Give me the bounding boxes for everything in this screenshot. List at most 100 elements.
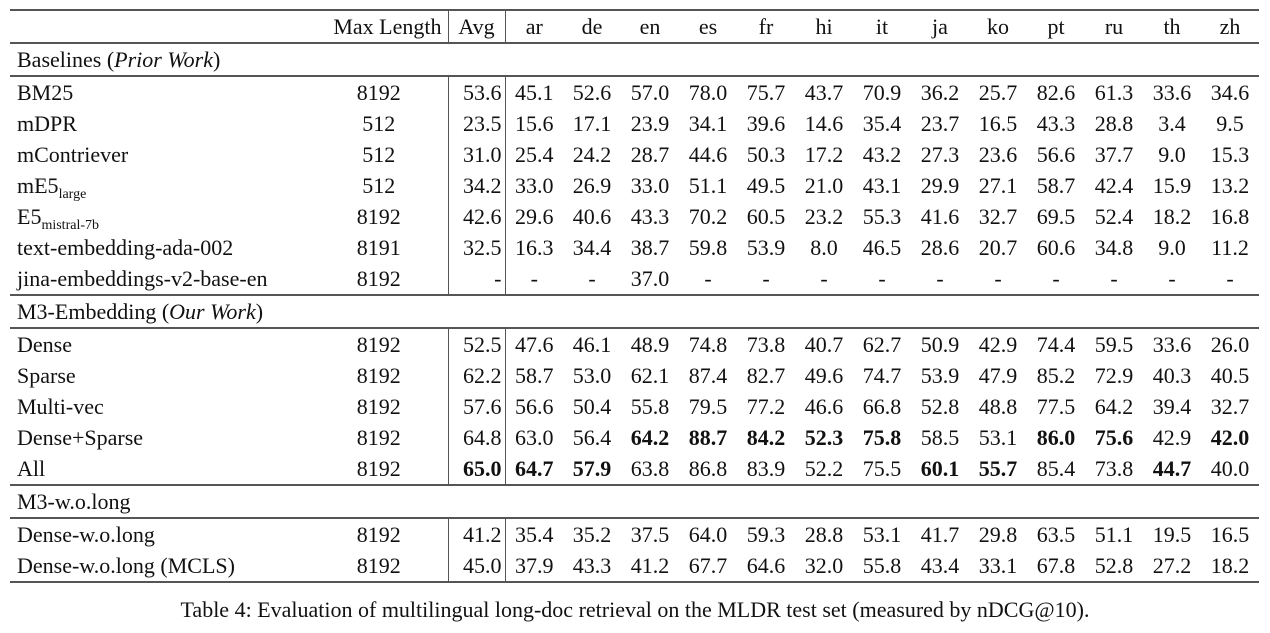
- score-cell-it: 43.1: [853, 170, 911, 201]
- score-value: 23.9: [630, 111, 670, 136]
- score-cell-ru: 42.4: [1085, 170, 1143, 201]
- score-value: 52.6: [572, 80, 612, 105]
- score-value: 26.0: [1210, 332, 1250, 357]
- model-name: All: [10, 453, 310, 485]
- section-title: M3-Embedding (Our Work): [10, 295, 1259, 329]
- score-cell-ar: 56.6: [504, 391, 563, 422]
- score-cell-fr: 84.2: [737, 422, 795, 453]
- score-cell-fr: 53.9: [737, 232, 795, 263]
- score-cell-ko: 32.7: [969, 201, 1027, 232]
- score-cell-it: 55.3: [853, 201, 911, 232]
- score-value: -: [704, 266, 712, 291]
- avg-cell: 32.5: [447, 232, 505, 263]
- score-value: 44.6: [688, 142, 728, 167]
- score-value: 64.2: [1094, 394, 1134, 419]
- table-row: mDPR 512 23.5 15.6 17.1 23.9 34.1 39.6 14.6 35.4 2…: [10, 108, 1259, 139]
- score-value: 63.8: [630, 456, 670, 481]
- score-value: 64.0: [688, 522, 728, 547]
- score-cell-fr: 60.5: [737, 201, 795, 232]
- score-value: 50.9: [920, 332, 960, 357]
- score-value: -: [820, 266, 828, 291]
- score-cell-ko: 48.8: [969, 391, 1027, 422]
- score-value: 59.3: [746, 522, 786, 547]
- score-value: 60.6: [1036, 235, 1076, 260]
- score-value: 16.3: [515, 235, 554, 260]
- score-cell-ar: 15.6: [504, 108, 563, 139]
- max-length-cell: 8192: [356, 394, 401, 419]
- score-cell-zh: 18.2: [1201, 550, 1259, 582]
- score-cell-pt: 56.6: [1027, 139, 1085, 170]
- score-value: 9.0: [1158, 235, 1186, 260]
- score-cell-ko: 55.7: [969, 453, 1027, 485]
- score-cell-it: -: [853, 263, 911, 295]
- model-name: BM25: [10, 76, 310, 108]
- score-cell-de: 34.4: [563, 232, 621, 263]
- header-lang-ja: ja: [932, 14, 948, 39]
- score-value: 55.8: [630, 394, 670, 419]
- score-cell-hi: 49.6: [795, 360, 853, 391]
- score-cell-zh: 9.5: [1201, 108, 1259, 139]
- score-value: 25.4: [515, 142, 554, 167]
- score-value: 86.8: [688, 456, 728, 481]
- score-value: 64.6: [746, 553, 786, 578]
- score-cell-en: 64.2: [621, 422, 679, 453]
- score-cell-en: 38.7: [621, 232, 679, 263]
- section-title-text: Baselines: [17, 47, 102, 72]
- score-value: 32.7: [1210, 394, 1250, 419]
- section-title-italic: Prior Work: [114, 47, 213, 72]
- model-name-text: All: [17, 456, 46, 481]
- score-value: 35.2: [572, 522, 612, 547]
- score-cell-ar: 29.6: [504, 201, 563, 232]
- model-name: mContriever: [10, 139, 310, 170]
- score-cell-es: 59.8: [679, 232, 737, 263]
- score-cell-zh: 34.6: [1201, 76, 1259, 108]
- header-lang-de: de: [581, 14, 603, 39]
- header-lang-ru: ru: [1104, 14, 1124, 39]
- score-value: 67.7: [688, 553, 728, 578]
- score-value: 34.8: [1094, 235, 1134, 260]
- score-cell-pt: 60.6: [1027, 232, 1085, 263]
- score-value: 43.4: [920, 553, 960, 578]
- score-cell-hi: 32.0: [795, 550, 853, 582]
- score-cell-de: 26.9: [563, 170, 621, 201]
- score-cell-zh: 40.5: [1201, 360, 1259, 391]
- score-value: 34.6: [1210, 80, 1250, 105]
- score-cell-ko: 23.6: [969, 139, 1027, 170]
- score-value: 63.0: [515, 425, 554, 450]
- score-value: -: [1052, 266, 1060, 291]
- score-cell-ru: 37.7: [1085, 139, 1143, 170]
- score-value: 27.2: [1152, 553, 1192, 578]
- model-name-text: jina-embeddings-v2-base-en: [17, 266, 268, 291]
- score-cell-pt: 85.4: [1027, 453, 1085, 485]
- max-length-cell: 512: [362, 173, 396, 198]
- score-value: 23.6: [978, 142, 1018, 167]
- score-cell-es: 86.8: [679, 453, 737, 485]
- model-name: text-embedding-ada-002: [10, 232, 310, 263]
- score-value: 62.1: [630, 363, 670, 388]
- table-row: mE5large 512 34.2 33.0 26.9 33.0 51.1 49.5 21.0 4…: [10, 170, 1259, 202]
- score-cell-de: -: [563, 263, 621, 295]
- score-cell-de: 57.9: [563, 453, 621, 485]
- score-cell-it: 75.5: [853, 453, 911, 485]
- table-row: mContriever 512 31.0 25.4 24.2 28.7 44.6 50.3 17…: [10, 139, 1259, 170]
- score-cell-ja: 27.3: [911, 139, 969, 170]
- score-cell-de: 35.2: [563, 518, 621, 550]
- section-title-italic: Our Work: [169, 299, 256, 324]
- score-value: 58.7: [515, 363, 554, 388]
- score-value: 77.2: [746, 394, 786, 419]
- score-cell-it: 43.2: [853, 139, 911, 170]
- score-cell-ja: 58.5: [911, 422, 969, 453]
- score-value: 47.6: [515, 332, 554, 357]
- score-cell-ru: 52.8: [1085, 550, 1143, 582]
- score-value: 66.8: [862, 394, 902, 419]
- header-avg: Avg: [447, 10, 505, 43]
- score-value: 86.0: [1036, 425, 1076, 450]
- score-cell-de: 52.6: [563, 76, 621, 108]
- max-length-cell: 8192: [356, 266, 401, 291]
- score-cell-hi: 14.6: [795, 108, 853, 139]
- score-value: 34.4: [572, 235, 612, 260]
- score-value: 20.7: [978, 235, 1018, 260]
- score-value: 35.4: [862, 111, 902, 136]
- score-value: 40.3: [1152, 363, 1192, 388]
- avg-cell: 34.2: [447, 170, 505, 201]
